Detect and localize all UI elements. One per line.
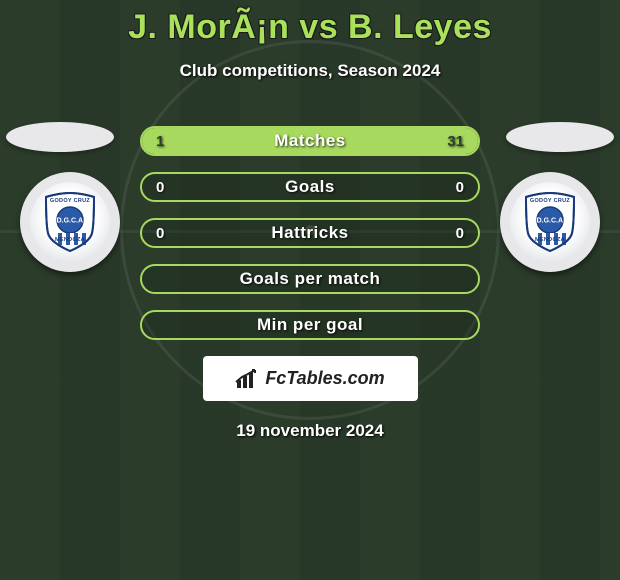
stat-value-right: 31: [447, 128, 464, 154]
bar-chart-icon: [235, 368, 261, 390]
stat-label: Hattricks: [142, 220, 478, 246]
stat-label: Min per goal: [142, 312, 478, 338]
stat-value-right: 0: [456, 174, 464, 200]
stat-row: Matches1 31: [140, 126, 480, 156]
stat-label: Matches: [142, 128, 478, 154]
stat-row: Goals0 0: [140, 172, 480, 202]
stat-value-left: 0: [156, 220, 164, 246]
date-text: 19 november 2024: [0, 421, 620, 441]
stat-row: Goals per match: [140, 264, 480, 294]
stat-label: Goals: [142, 174, 478, 200]
page-title: J. MorÃ¡n vs B. Leyes: [0, 0, 620, 47]
brand-text: FcTables.com: [265, 368, 384, 389]
stat-value-right: 0: [456, 220, 464, 246]
stat-rows: Matches131Goals00Hattricks00Goals per ma…: [0, 126, 620, 340]
brand-badge[interactable]: FcTables.com: [203, 356, 418, 401]
stat-row: Hattricks0 0: [140, 218, 480, 248]
stat-label: Goals per match: [142, 266, 478, 292]
stat-value-left: 0: [156, 174, 164, 200]
stat-row: Min per goal: [140, 310, 480, 340]
page-subtitle: Club competitions, Season 2024: [0, 61, 620, 81]
stat-value-left: 1: [156, 128, 164, 154]
